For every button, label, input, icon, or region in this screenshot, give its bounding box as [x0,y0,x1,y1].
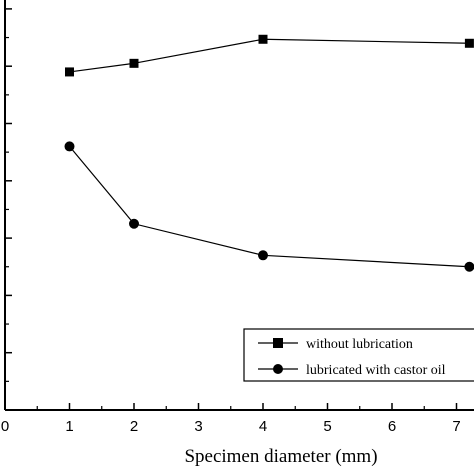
x-tick-label-7: 7 [452,418,460,435]
legend: without lubrication lubricated with cast… [243,328,474,382]
x-tick-label-2: 2 [130,418,138,435]
series-1-point-3 [464,261,474,272]
legend-box [243,328,474,382]
x-tick-label-5: 5 [323,418,331,435]
legend-label-0: without lubrication [306,337,413,352]
legend-marker-1 [273,364,283,374]
series-layer [64,34,474,272]
legend-marker-0 [273,338,283,348]
x-axis-title: Specimen diameter (mm) [184,446,377,467]
x-tick-label-1: 1 [65,418,73,435]
x-tick-label-6: 6 [388,418,396,435]
series-0-point-1 [129,58,139,68]
x-tick-label-0: 0 [1,418,9,435]
axes: 0 1 2 3 4 5 6 7 [1,0,474,435]
series-0-point-2 [258,34,268,44]
series-1-point-1 [129,218,139,229]
series-line-0 [69,38,470,73]
x-tick-label-4: 4 [259,418,267,435]
x-tick-label-3: 3 [194,418,202,435]
series-1-point-2 [258,250,268,261]
series-line-1 [69,146,470,268]
series-0-point-3 [464,38,474,48]
series-0-point-0 [65,67,74,77]
series-1-point-0 [64,141,75,152]
legend-label-1: lubricated with castor oil [306,363,446,378]
